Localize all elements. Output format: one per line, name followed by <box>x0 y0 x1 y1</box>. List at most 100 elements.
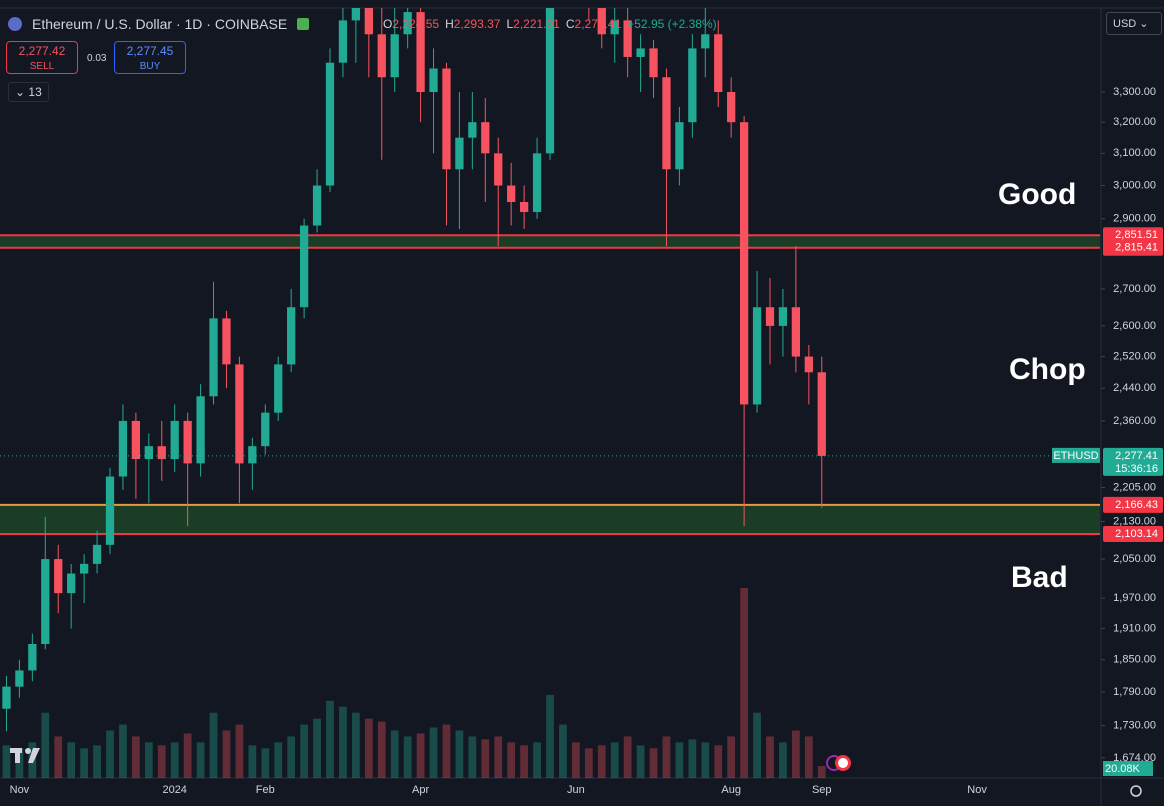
candle-body <box>2 686 11 709</box>
y-tick-label: 1,910.00 <box>1113 622 1156 634</box>
volume-bar <box>352 712 360 778</box>
volume-bar <box>41 712 50 778</box>
candle-body <box>623 20 632 57</box>
x-tick-label: 2024 <box>162 784 186 796</box>
buy-price: 2,277.45 <box>126 44 174 58</box>
volume-bar <box>170 742 179 778</box>
volume-bar <box>15 748 24 778</box>
candle-body <box>118 420 128 477</box>
axes: 3,300.00 3,200.00 3,100.00 3,000.00 2,900.00… <box>10 86 1163 796</box>
volume-bar <box>132 736 140 778</box>
volume-bar <box>817 766 826 778</box>
volume-bar <box>416 733 425 778</box>
candle-body <box>261 412 270 447</box>
y-tick-label: 2,205.00 <box>1113 481 1156 493</box>
candle-body <box>636 48 645 57</box>
volume-bar <box>804 736 813 778</box>
candle-body <box>170 420 179 460</box>
x-tick-label: Aug <box>721 784 741 796</box>
candle-body <box>429 68 438 93</box>
price-tag <box>1103 239 1163 256</box>
volume-bar <box>701 742 710 778</box>
indicator-count: 13 <box>28 85 42 99</box>
candle-body <box>41 559 50 645</box>
volume-bar <box>546 694 554 778</box>
volume-bar <box>377 721 386 778</box>
candle-body <box>248 446 257 464</box>
candle-body <box>196 396 205 464</box>
candle-body <box>131 420 141 460</box>
y-tick-label: 3,200.00 <box>1113 116 1156 128</box>
x-tick-label: Nov <box>10 784 30 796</box>
candle-body <box>778 307 788 326</box>
candle-body <box>507 185 516 202</box>
spread: 0.03 <box>87 53 107 64</box>
volume-bar <box>119 724 127 778</box>
volume-bar <box>54 736 63 778</box>
sell-label: SELL <box>29 61 55 72</box>
volume-bar <box>403 736 412 778</box>
candle-body <box>235 364 244 464</box>
y-tick-label: 2,600.00 <box>1113 320 1156 332</box>
volume-bar <box>507 742 516 778</box>
tv-logo <box>10 748 40 763</box>
volume-bar <box>766 736 774 778</box>
ohlc-high: 2,293.37 <box>453 17 501 31</box>
candle-body <box>416 12 425 93</box>
price-tag-label: 2,166.43 <box>1115 499 1158 511</box>
volume-bar <box>584 748 593 778</box>
ohlc-values: O2,224.55 H2,293.37 L2,221.01 C2,277.41 … <box>383 17 717 31</box>
candle-body <box>105 476 115 545</box>
volume-bar <box>779 742 787 778</box>
candle-body <box>765 307 775 326</box>
volume-bar <box>261 748 270 778</box>
candle-body <box>274 364 283 413</box>
y-tick-label: 1,850.00 <box>1113 654 1156 666</box>
ohlc-open: 2,224.55 <box>392 17 440 31</box>
candle-body <box>312 185 322 226</box>
y-tick-label: 1,730.00 <box>1113 719 1156 731</box>
y-tick-label: 3,000.00 <box>1113 179 1156 191</box>
volume-bar <box>287 736 296 778</box>
y-tick-label: 2,440.00 <box>1113 382 1156 394</box>
candle-body <box>54 559 63 594</box>
volume-bar <box>597 745 606 778</box>
y-tick-label: 2,700.00 <box>1113 283 1156 295</box>
candle-body <box>727 92 736 123</box>
settings-icon[interactable] <box>1130 785 1142 797</box>
volume-bar <box>688 739 697 778</box>
symbol-tag-label: ETHUSD <box>1053 450 1098 462</box>
buy-button[interactable]: 2,277.45 BUY <box>114 41 186 74</box>
indicator-toggle[interactable]: ⌄ 13 <box>8 82 49 102</box>
candle-body <box>364 8 373 35</box>
volume-bar <box>339 706 347 778</box>
candle-body <box>325 62 335 186</box>
symbol-tag <box>1052 447 1100 463</box>
buy-label: BUY <box>139 61 161 72</box>
volume-bar <box>442 724 451 778</box>
y-tick-label: 3,300.00 <box>1113 86 1156 98</box>
volume-bar <box>93 745 101 778</box>
y-tick-label: 2,900.00 <box>1113 213 1156 225</box>
events-icon[interactable] <box>826 755 851 771</box>
volume-bar <box>610 742 619 778</box>
volume-bar <box>481 739 490 778</box>
ohlc-change: +52.95 (+2.38%) <box>627 17 717 31</box>
price-tag <box>1103 227 1163 244</box>
ohlc-key: L <box>506 17 514 31</box>
y-tick-label: 2,130.00 <box>1113 515 1156 527</box>
volume-bar <box>740 588 748 778</box>
annotation: Chop <box>1009 353 1086 386</box>
volume-bar <box>326 700 334 778</box>
currency-select[interactable]: USD ⌄ <box>1106 12 1162 35</box>
x-tick-label: Nov <box>967 784 987 796</box>
candle-body <box>714 34 723 93</box>
volume-tag <box>1103 761 1153 776</box>
volume-bar <box>106 730 114 778</box>
volume-bar <box>727 736 736 778</box>
sell-button[interactable]: 2,277.42 SELL <box>6 41 78 74</box>
volume-bar <box>675 742 684 778</box>
symbol-title[interactable]: Ethereum / U.S. Dollar · 1D · COINBASE <box>32 16 288 32</box>
x-tick-label: Jun <box>567 784 585 796</box>
